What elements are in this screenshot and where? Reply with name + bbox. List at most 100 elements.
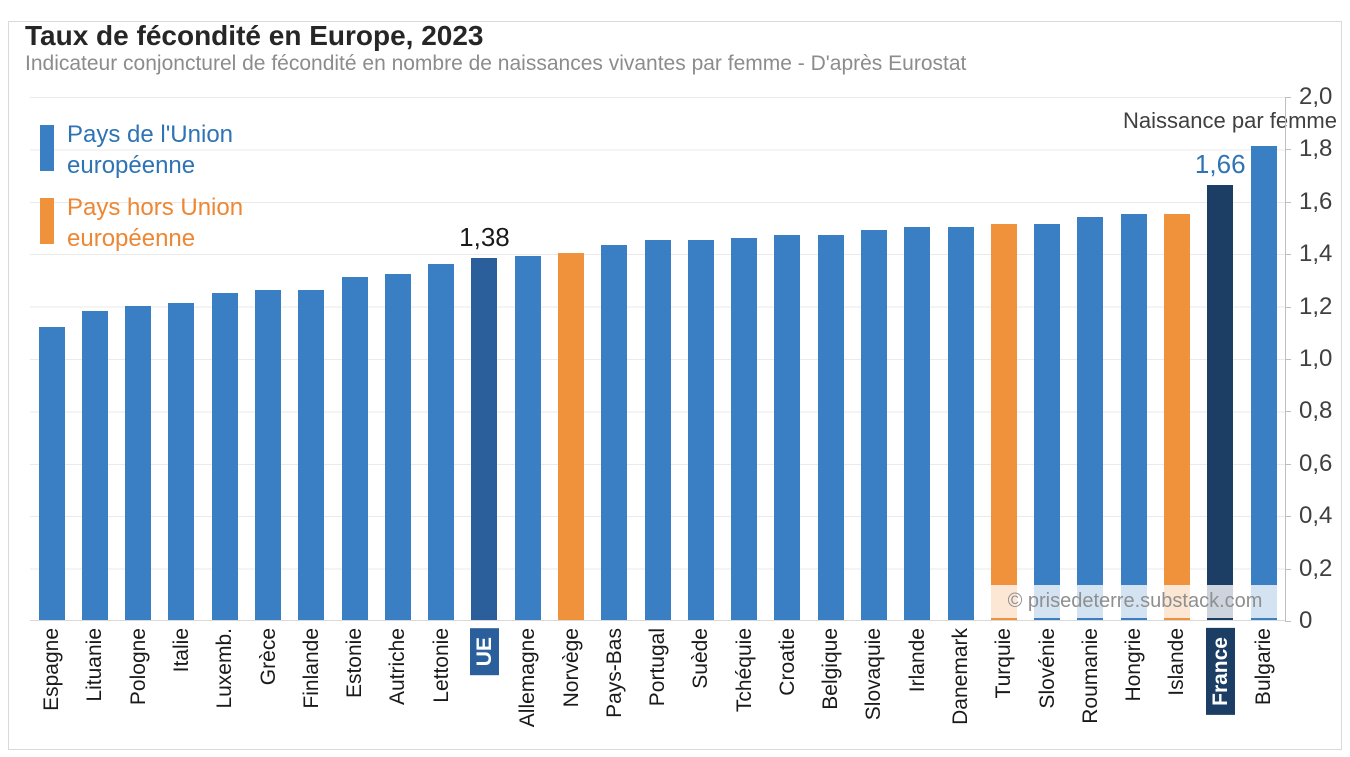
x-label-Belgique: Belgique xyxy=(819,628,843,710)
x-label-slot-Croatie: Croatie xyxy=(766,628,809,752)
x-label-Norvège: Norvège xyxy=(559,628,583,708)
x-label-Allemagne: Allemagne xyxy=(516,628,540,728)
x-label-Lituanie: Lituanie xyxy=(83,628,107,702)
y-tick-mark xyxy=(1286,254,1291,256)
bar-Turquie xyxy=(990,224,1017,620)
bar-slot-Finlande xyxy=(290,97,333,620)
y-tick-mark xyxy=(1286,463,1291,465)
bar-Grèce xyxy=(255,289,282,620)
bar-Finlande xyxy=(298,289,325,620)
watermark: © prisedeterre.substack.com xyxy=(985,585,1285,618)
x-label-slot-Allemagne: Allemagne xyxy=(506,628,549,752)
y-axis: 2,0 1,8 1,6 1,4 1,2 1,0 0,8 0,6 0,4 0,2 0 xyxy=(1285,83,1349,634)
bar-Lituanie xyxy=(81,310,108,620)
bar-Hongrie xyxy=(1120,213,1147,620)
legend-label-eu-line2: européenne xyxy=(67,151,196,179)
x-label-Grèce: Grèce xyxy=(256,628,280,686)
legend-label-eu-line1: Pays de l'Union xyxy=(67,121,234,148)
x-label-slot-Suède: Suède xyxy=(679,628,722,752)
x-label-slot-Lituanie: Lituanie xyxy=(73,628,116,752)
x-label-slot-Slovaquie: Slovaquie xyxy=(852,628,895,752)
x-label-slot-Italie: Italie xyxy=(160,628,203,752)
y-tick-mark xyxy=(1286,97,1291,98)
y-tick-mark xyxy=(1286,621,1291,622)
x-label-Turquie: Turquie xyxy=(992,628,1016,699)
x-label-slot-UE: UE xyxy=(463,628,506,752)
plot-area: 1,38 1,66 xyxy=(30,97,1285,621)
bar-Roumanie xyxy=(1077,216,1104,620)
x-label-Suède: Suède xyxy=(689,628,713,689)
bar-slot-Danemark xyxy=(939,97,982,620)
bar-slot-Islande xyxy=(1155,97,1198,620)
y-tick-mark xyxy=(1286,411,1291,413)
x-label-Luxemb.: Luxemb. xyxy=(213,628,237,709)
bar-slot-Grèce xyxy=(246,97,289,620)
legend-label-non-eu: Pays hors Union européenne xyxy=(67,193,243,254)
y-tick-mark xyxy=(1286,306,1291,308)
bar-Slovaquie xyxy=(860,229,887,620)
x-label-Hongrie: Hongrie xyxy=(1122,628,1146,702)
x-label-slot-Hongrie: Hongrie xyxy=(1112,628,1155,752)
x-label-slot-Irlande: Irlande xyxy=(896,628,939,752)
y-tick-label-1,8: 1,8 xyxy=(1299,135,1333,163)
bar-slot-Norvège xyxy=(549,97,592,620)
bar-Croatie xyxy=(774,234,801,620)
y-tick-mark xyxy=(1286,149,1291,151)
bar-Italie xyxy=(168,303,195,620)
y-tick-label-1,4: 1,4 xyxy=(1299,240,1333,268)
x-label-slot-Finlande: Finlande xyxy=(290,628,333,752)
bar-France xyxy=(1207,185,1234,620)
x-label-Autriche: Autriche xyxy=(386,628,410,706)
x-label-slot-Luxemb.: Luxemb. xyxy=(203,628,246,752)
bar-slot-Croatie xyxy=(766,97,809,620)
x-label-slot-Turquie: Turquie xyxy=(982,628,1025,752)
y-tick-label-0,2: 0,2 xyxy=(1299,554,1333,582)
x-label-slot-Autriche: Autriche xyxy=(376,628,419,752)
y-tick-label-0,4: 0,4 xyxy=(1299,502,1333,530)
bar-Islande xyxy=(1163,213,1190,620)
y-tick-label-1,6: 1,6 xyxy=(1299,187,1333,215)
x-label-slot-Grèce: Grèce xyxy=(246,628,289,752)
x-label-slot-Danemark: Danemark xyxy=(939,628,982,752)
x-label-slot-Bulgarie: Bulgarie xyxy=(1242,628,1285,752)
y-tick-mark xyxy=(1286,516,1291,518)
y-tick-label-0: 0 xyxy=(1299,607,1313,634)
bar-Danemark xyxy=(947,227,974,620)
x-label-Portugal: Portugal xyxy=(646,628,670,707)
chart-title: Taux de fécondité en Europe, 2023 xyxy=(25,20,484,51)
x-label-slot-Pologne: Pologne xyxy=(117,628,160,752)
bar-Espagne xyxy=(38,326,65,620)
x-labels-row: Espagne Lituanie Pologne Italie Luxemb. Grèce… xyxy=(30,628,1285,752)
bar-slot-Lituanie xyxy=(73,97,116,620)
x-label-Tchéquie: Tchéquie xyxy=(732,628,756,713)
x-label-slot-Portugal: Portugal xyxy=(636,628,679,752)
x-label-Pologne: Pologne xyxy=(126,628,150,706)
y-tick-label-0,8: 0,8 xyxy=(1299,397,1333,425)
bar-slot-Belgique xyxy=(809,97,852,620)
x-label-France: France xyxy=(1205,628,1235,715)
bar-slot-Estonie xyxy=(333,97,376,620)
legend-item-eu: Pays de l'Union européenne xyxy=(40,120,243,181)
x-label-Pays-Bas: Pays-Bas xyxy=(602,628,626,718)
bar-slot-Pologne xyxy=(117,97,160,620)
legend-label-eu: Pays de l'Union européenne xyxy=(67,120,233,181)
x-label-Espagne: Espagne xyxy=(40,628,64,711)
x-label-Slovénie: Slovénie xyxy=(1035,628,1059,709)
bar-Suède xyxy=(687,240,714,620)
y-tick-label-2,0: 2,0 xyxy=(1299,83,1333,110)
bar-Estonie xyxy=(341,276,368,620)
bar-slot-Roumanie xyxy=(1069,97,1112,620)
x-label-Italie: Italie xyxy=(169,628,193,673)
x-label-slot-Espagne: Espagne xyxy=(30,628,73,752)
x-label-Roumanie: Roumanie xyxy=(1078,628,1102,724)
y-tick-label-1,2: 1,2 xyxy=(1299,292,1333,320)
bar-slot-Luxemb. xyxy=(203,97,246,620)
x-label-Danemark: Danemark xyxy=(949,628,973,725)
bar-Portugal xyxy=(644,240,671,620)
value-label-France: 1,66 xyxy=(1194,149,1246,180)
bar-Pologne xyxy=(125,305,152,620)
bar-slot-Bulgarie xyxy=(1242,97,1285,620)
x-label-slot-Roumanie: Roumanie xyxy=(1069,628,1112,752)
bar-Allemagne xyxy=(514,255,541,620)
